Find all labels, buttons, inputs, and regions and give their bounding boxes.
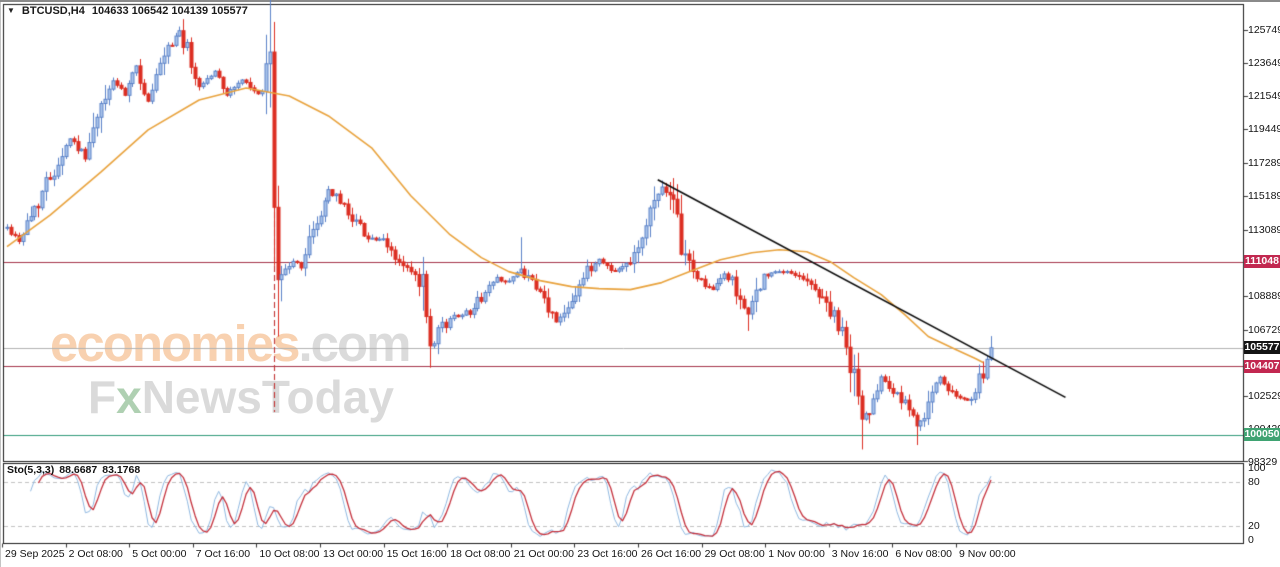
stochastic-label: Sto(5,3,3) 88.6687 83.1768 xyxy=(7,464,145,476)
stochastic-name: Sto(5,3,3) xyxy=(7,464,55,476)
symbol-title: BTCUSD,H4 xyxy=(21,5,85,17)
ohlc-values: 104633 106542 104139 105577 xyxy=(91,5,248,17)
stochastic-k-value: 88.6687 xyxy=(59,464,98,476)
symbol-header: ▼ BTCUSD,H4 104633 106542 104139 105577 xyxy=(7,5,248,17)
chevron-down-icon[interactable]: ▼ xyxy=(7,6,15,15)
stochastic-d-value: 83.1768 xyxy=(102,464,141,476)
